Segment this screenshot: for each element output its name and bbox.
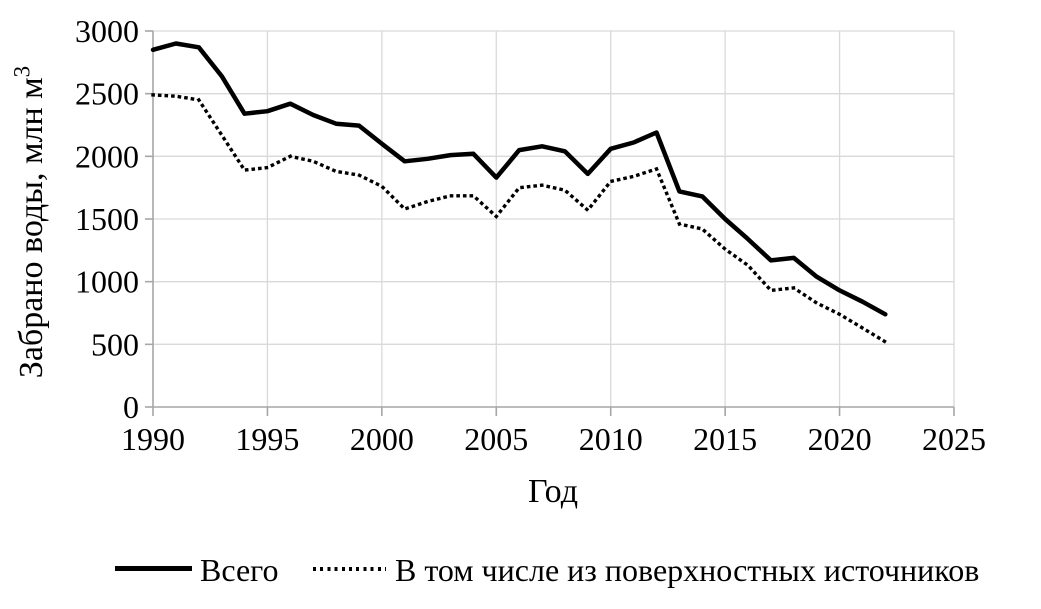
tick-marks [145,30,955,416]
x-tick-label: 2010 [579,421,643,457]
tick-labels: 0 500 1000 1500 2000 2500 3000 1990 1995 2000 2005… [75,13,986,457]
gridlines [153,30,955,407]
legend-dotted-line-swatch [313,567,386,571]
legend-solid-line-swatch [115,566,192,571]
y-tick-label: 0 [123,389,139,425]
series-line-surface-sources [151,93,888,345]
series-lines [150,41,888,345]
series-line-total [150,41,888,317]
legend-label-total: Всего [200,552,279,588]
x-tick-label: 2020 [808,421,872,457]
x-tick-label: 1990 [121,421,185,457]
y-tick-label: 2500 [75,76,139,112]
y-tick-label: 2000 [75,138,139,174]
y-tick-label: 1000 [75,264,139,300]
legend-label-surface: В том числе из поверхностных источников [395,552,980,588]
y-tick-label: 3000 [75,13,139,49]
y-axis-title-text: Забрано воды, млн м [13,77,50,379]
legend: Всего В том числе из поверхностных источ… [0,545,1041,600]
x-tick-label: 1995 [235,421,299,457]
y-axis-title-superscript: 3 [9,65,35,78]
x-tick-label: 2005 [464,421,528,457]
y-tick-label: 500 [91,326,139,362]
x-tick-label: 2025 [922,421,986,457]
y-axis-title: Забрано воды, млн м3 [9,22,57,422]
y-tick-label: 1500 [75,201,139,237]
x-tick-label: 2000 [350,421,414,457]
x-axis-title: Год [528,473,578,510]
x-tick-label: 2015 [693,421,757,457]
